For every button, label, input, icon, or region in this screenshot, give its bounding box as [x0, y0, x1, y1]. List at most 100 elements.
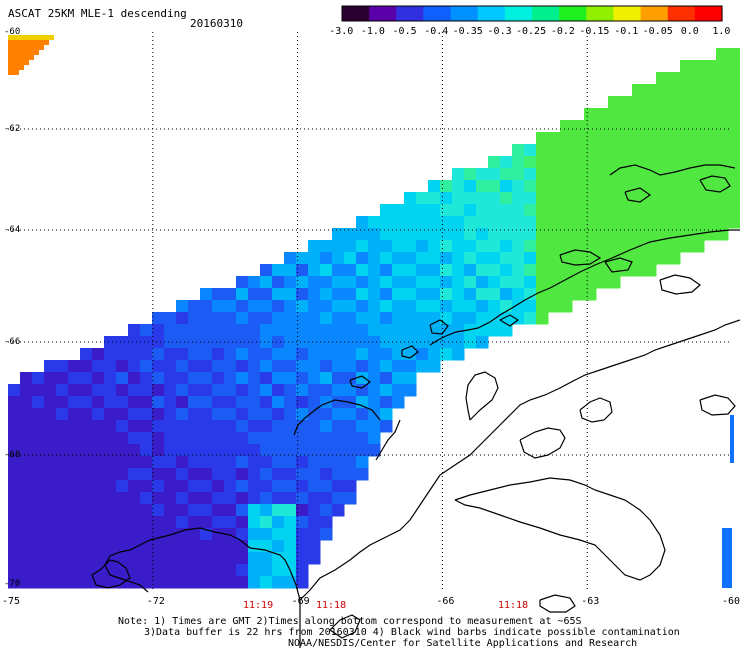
- colorbar-segment: [559, 6, 587, 21]
- swath-cell: [428, 216, 441, 229]
- swath-cell: [116, 468, 129, 481]
- swath-cell: [260, 396, 273, 409]
- swath-cell: [152, 384, 165, 397]
- swath-cell: [680, 180, 693, 193]
- swath-cell: [440, 348, 453, 361]
- swath-cell: [680, 60, 693, 73]
- swath-cell: [308, 540, 321, 553]
- longitude-tick-label: -69: [291, 596, 310, 607]
- swath-cell: [164, 480, 177, 493]
- swath-cell: [500, 300, 513, 313]
- swath-cell: [464, 192, 477, 205]
- swath-cell: [176, 540, 189, 553]
- swath-cell: [512, 144, 525, 157]
- swath-cell: [296, 396, 309, 409]
- swath-cell: [212, 444, 225, 457]
- swath-cell: [248, 360, 261, 373]
- swath-cell: [548, 192, 561, 205]
- swath-cell: [692, 192, 705, 205]
- swath-cell: [20, 420, 33, 433]
- swath-cell: [572, 192, 585, 205]
- swath-cell: [416, 312, 429, 325]
- swath-cell: [512, 204, 525, 217]
- swath-cell: [92, 456, 105, 469]
- swath-cell: [176, 348, 189, 361]
- swath-cell: [200, 324, 213, 337]
- swath-cell: [596, 108, 609, 121]
- swath-cell: [56, 576, 69, 589]
- swath-cell: [536, 180, 549, 193]
- swath-cell: [44, 516, 57, 529]
- swath-cell: [152, 348, 165, 361]
- swath-cell: [608, 264, 621, 277]
- swath-cell: [176, 516, 189, 529]
- swath-cell: [596, 264, 609, 277]
- swath-cell: [68, 360, 81, 373]
- swath-cell: [80, 348, 93, 361]
- swath-cell: [428, 252, 441, 265]
- swath-cell: [32, 444, 45, 457]
- swath-cell: [104, 348, 117, 361]
- swath-cell: [224, 504, 237, 517]
- swath-cell: [440, 264, 453, 277]
- swath-cell: [596, 120, 609, 133]
- swath-cell: [296, 372, 309, 385]
- swath-cell: [308, 264, 321, 277]
- swath-cell: [116, 444, 129, 457]
- swath-cell: [344, 372, 357, 385]
- swath-cell: [140, 504, 153, 517]
- swath-cell: [596, 240, 609, 253]
- latitude-tick-label: -68: [4, 450, 21, 460]
- swath-cell: [632, 120, 645, 133]
- swath-cell: [308, 252, 321, 265]
- swath-cell: [416, 324, 429, 337]
- swath-cell: [728, 60, 740, 73]
- swath-cell: [320, 432, 333, 445]
- swath-cell: [164, 312, 177, 325]
- swath-cell: [200, 372, 213, 385]
- swath-cell: [452, 264, 465, 277]
- swath-cell: [452, 168, 465, 181]
- swath-cell: [584, 264, 597, 277]
- swath-cell: [368, 360, 381, 373]
- swath-cell: [380, 300, 393, 313]
- swath-cell: [488, 288, 501, 301]
- swath-cell: [116, 504, 129, 517]
- swath-cell: [296, 408, 309, 421]
- swath-cell: [260, 516, 273, 529]
- swath-cell: [500, 324, 513, 337]
- swath-cell: [596, 132, 609, 145]
- swath-cell: [428, 264, 441, 277]
- swath-cell: [320, 276, 333, 289]
- swath-cell: [380, 408, 393, 421]
- swath-cell: [212, 360, 225, 373]
- swath-cell: [188, 336, 201, 349]
- swath-cell: [80, 396, 93, 409]
- swath-cell: [368, 372, 381, 385]
- swath-cell: [140, 408, 153, 421]
- swath-cell: [164, 492, 177, 505]
- swath-cell: [308, 300, 321, 313]
- swath-cell: [116, 360, 129, 373]
- swath-cell: [176, 456, 189, 469]
- swath-cell: [704, 96, 717, 109]
- swath-cell: [188, 384, 201, 397]
- swath-cell: [44, 420, 57, 433]
- swath-cell: [248, 324, 261, 337]
- swath-cell: [728, 168, 740, 181]
- swath-cell: [224, 312, 237, 325]
- swath-cell: [140, 552, 153, 565]
- colorbar-tick-label: -0.4: [424, 26, 449, 37]
- swath-cell: [212, 516, 225, 529]
- swath-cell: [404, 324, 417, 337]
- swath-cell: [404, 204, 417, 217]
- swath-cell: [152, 372, 165, 385]
- swath-cell: [284, 408, 297, 421]
- colorbar-segment: [477, 6, 506, 21]
- colorbar-segment: [640, 6, 669, 21]
- swath-cell: [524, 252, 537, 265]
- swath-cell: [500, 240, 513, 253]
- swath-cell: [440, 312, 453, 325]
- swath-cell: [68, 492, 81, 505]
- swath-cell: [716, 132, 729, 145]
